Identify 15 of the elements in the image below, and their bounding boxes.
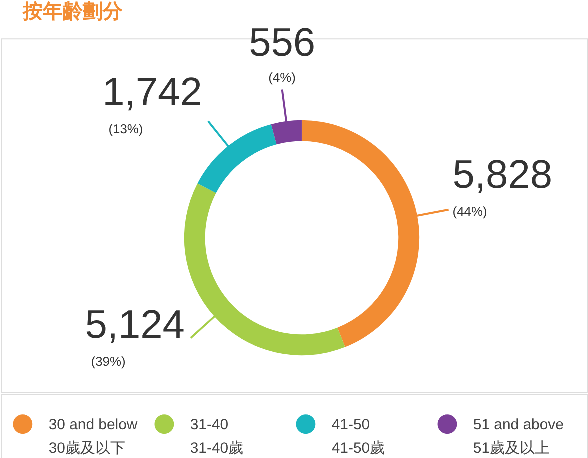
text: (39%) xyxy=(91,354,126,370)
legend-label: 31-40 31-40歲 xyxy=(190,416,244,458)
chart-title: 按年齡劃分 xyxy=(22,1,124,24)
legend-label: 51 and above 51歲及以上 xyxy=(473,416,564,458)
legend-label: 41-50 41-50歲 xyxy=(332,416,386,458)
donut-slice xyxy=(184,184,346,356)
data-label: 5,124 xyxy=(85,303,185,348)
donut-slice xyxy=(198,124,277,194)
data-label: 5,828 xyxy=(452,152,553,197)
legend-label: 30 and below 30歲及以下 xyxy=(48,416,138,458)
data-label: 556 xyxy=(249,20,316,65)
text: (44%) xyxy=(452,204,488,219)
text: (13%) xyxy=(108,121,144,136)
text: (4%) xyxy=(268,70,296,85)
data-label: 1,742 xyxy=(102,70,202,114)
